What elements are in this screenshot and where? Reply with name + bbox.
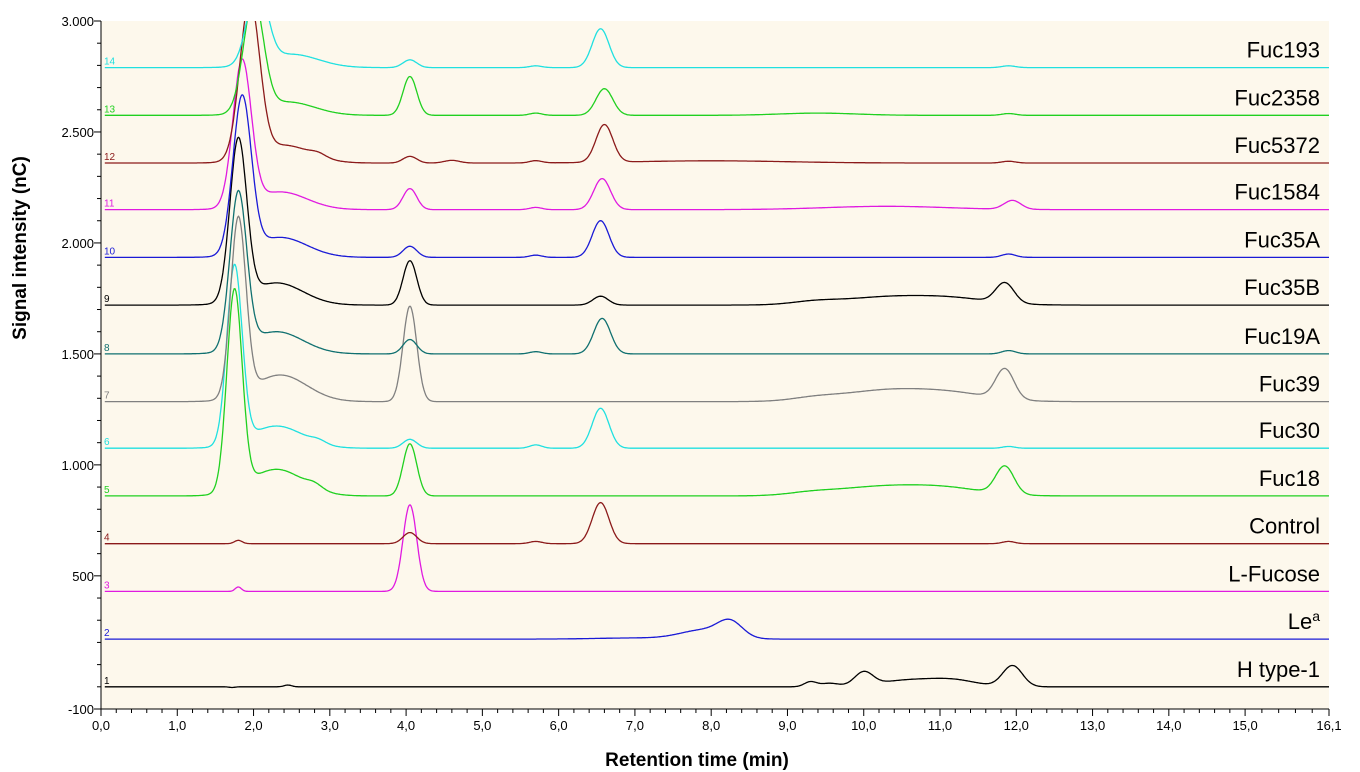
trace-label-4: Control bbox=[1249, 514, 1320, 539]
trace-number-4: 4 bbox=[104, 533, 110, 544]
plot-area bbox=[101, 21, 1329, 709]
trace-line-2 bbox=[104, 618, 1329, 640]
trace-label-8: Fuc19A bbox=[1244, 324, 1320, 349]
y-tick-label: 500 bbox=[72, 569, 94, 584]
x-tick-label: 15,0 bbox=[1232, 718, 1257, 733]
y-tick-label: 2.500 bbox=[61, 125, 94, 140]
trace-number-8: 8 bbox=[104, 343, 110, 354]
trace-label-13: Fuc2358 bbox=[1234, 85, 1320, 110]
trace-line-1 bbox=[104, 664, 1329, 689]
trace-number-10: 10 bbox=[104, 246, 116, 257]
x-tick-label: 8,0 bbox=[702, 718, 720, 733]
trace-line-7 bbox=[104, 215, 1329, 403]
trace-number-13: 13 bbox=[104, 104, 116, 115]
trace-label-2: Lea bbox=[1288, 608, 1320, 634]
x-tick-label: 5,0 bbox=[473, 718, 491, 733]
trace-label-12: Fuc5372 bbox=[1234, 133, 1320, 158]
y-tick-label: 3.000 bbox=[61, 14, 94, 29]
x-tick-label: 7,0 bbox=[626, 718, 644, 733]
trace-line-13 bbox=[104, 21, 1329, 116]
y-tick-label: 2.000 bbox=[61, 236, 94, 251]
x-tick-label: 10,0 bbox=[851, 718, 876, 733]
y-tick-label: -100 bbox=[68, 702, 94, 717]
trace-label-6: Fuc30 bbox=[1259, 418, 1320, 443]
x-tick-label: 2,0 bbox=[245, 718, 263, 733]
trace-label-14: Fuc193 bbox=[1247, 38, 1320, 63]
trace-line-3 bbox=[104, 503, 1329, 593]
trace-line-10 bbox=[104, 94, 1329, 259]
y-tick-label: 1.500 bbox=[61, 347, 94, 362]
trace-label-group: 1 H type-1 2 Lea 3 L-Fucose 4 Control 5 Fuc18 6 Fuc… bbox=[104, 38, 1320, 687]
trace-number-1: 1 bbox=[104, 676, 110, 687]
trace-line-11 bbox=[104, 58, 1329, 211]
y-axis-title: Signal intensity (nC) bbox=[10, 156, 31, 340]
x-tick-label: 16,1 bbox=[1316, 718, 1341, 733]
x-tick-label: 9,0 bbox=[778, 718, 796, 733]
x-tick-label: 11,0 bbox=[928, 718, 952, 733]
trace-number-2: 2 bbox=[104, 628, 110, 639]
x-tick-label: 4,0 bbox=[397, 718, 415, 733]
trace-number-7: 7 bbox=[104, 391, 110, 402]
y-tick-label: 1.000 bbox=[61, 458, 94, 473]
trace-number-5: 5 bbox=[104, 485, 110, 496]
x-tick-label: 13,0 bbox=[1080, 718, 1105, 733]
trace-line-5 bbox=[104, 287, 1329, 497]
trace-group bbox=[104, 21, 1329, 689]
trace-number-9: 9 bbox=[104, 294, 110, 305]
trace-number-3: 3 bbox=[104, 580, 110, 591]
trace-line-8 bbox=[104, 189, 1329, 355]
trace-number-6: 6 bbox=[104, 437, 110, 448]
axes-group: -100 500 1.000 1.500 2.000 2.500 3.000 0,0 1,0 2,… bbox=[61, 14, 1341, 733]
trace-label-10: Fuc35A bbox=[1244, 227, 1320, 252]
trace-label-7: Fuc39 bbox=[1259, 372, 1320, 397]
trace-label-5: Fuc18 bbox=[1259, 466, 1320, 491]
trace-number-12: 12 bbox=[104, 152, 116, 163]
trace-line-6 bbox=[104, 263, 1329, 449]
trace-label-11: Fuc1584 bbox=[1234, 180, 1320, 205]
trace-line-9 bbox=[104, 136, 1329, 306]
trace-label-9: Fuc35B bbox=[1244, 275, 1320, 300]
trace-label-3: L-Fucose bbox=[1228, 561, 1320, 586]
x-tick-label: 14,0 bbox=[1156, 718, 1181, 733]
trace-line-4 bbox=[104, 501, 1329, 545]
x-tick-label: 0,0 bbox=[92, 718, 110, 733]
x-tick-label: 6,0 bbox=[550, 718, 568, 733]
trace-line-12 bbox=[104, 21, 1329, 164]
x-tick-label: 12,0 bbox=[1004, 718, 1029, 733]
trace-number-14: 14 bbox=[104, 57, 116, 68]
x-tick-label: 3,0 bbox=[321, 718, 339, 733]
trace-label-1: H type-1 bbox=[1237, 657, 1320, 682]
trace-number-11: 11 bbox=[104, 199, 115, 210]
trace-line-14 bbox=[104, 21, 1329, 69]
x-axis-title: Retention time (min) bbox=[605, 750, 789, 771]
x-tick-label: 1,0 bbox=[168, 718, 186, 733]
